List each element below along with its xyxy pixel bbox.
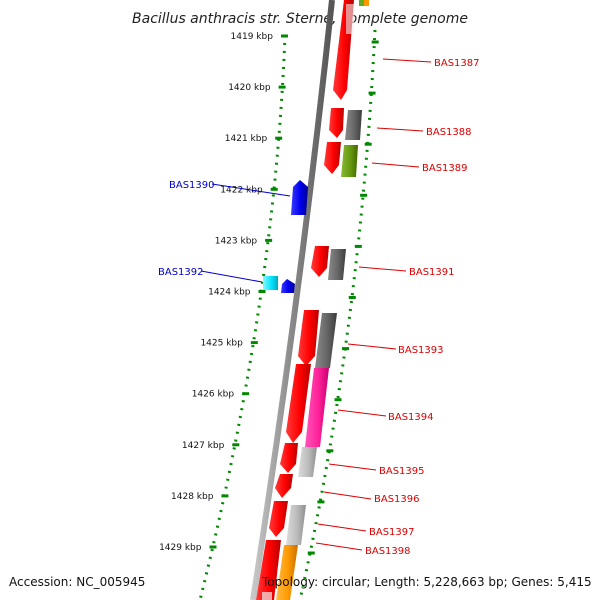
callout-line-bas1397 — [317, 523, 367, 532]
kbp-tick-label: 1421 kbp — [225, 134, 268, 144]
highlight-bottom — [262, 592, 272, 600]
gene-label-bas1398[interactable]: BAS1398 — [365, 546, 411, 557]
callout-line-bas1388 — [376, 127, 424, 132]
gene-arrow-bas1397[interactable] — [269, 501, 288, 537]
gene-label-bas1396[interactable]: BAS1396 — [374, 494, 420, 505]
callout-line-bas1390 — [211, 183, 291, 197]
cog-block-bas1392 — [263, 276, 278, 290]
gene-arrow-bas1388[interactable] — [329, 108, 344, 138]
kbp-tick-label: 1422 kbp — [220, 185, 263, 195]
gene-label-bas1394[interactable]: BAS1394 — [388, 412, 434, 423]
kbp-tick-label: 1423 kbp — [215, 236, 258, 246]
kbp-tick-label: 1429 kbp — [159, 543, 202, 553]
gene-arrow-bas1393[interactable] — [298, 310, 319, 366]
cog-block-bas1395 — [298, 447, 317, 477]
cog-block-bas1389 — [341, 145, 358, 177]
gene-label-bas1397[interactable]: BAS1397 — [369, 527, 415, 538]
cog-block-top-green — [359, 0, 364, 6]
gene-arrow-bas1396[interactable] — [275, 474, 293, 498]
kbp-tick-label: 1427 kbp — [182, 441, 225, 451]
accession-label: Accession: NC_005945 — [9, 575, 145, 589]
gene-label-bas1389[interactable]: BAS1389 — [422, 163, 468, 174]
callout-line-bas1394 — [337, 409, 387, 417]
kbp-tick-label: 1420 kbp — [228, 83, 271, 93]
callout-line-bas1387 — [382, 58, 432, 63]
genome-backbone — [250, 0, 335, 600]
cog-block-bas1398 — [276, 545, 298, 600]
kbp-ruler: 1419 kbp 1420 kbp 1421 kbp 1422 kbp 1423 kbp… — [159, 32, 379, 555]
cog-block-bas1397 — [286, 505, 306, 545]
gene-arrow-bas1391[interactable] — [311, 246, 329, 277]
gene-arrow-bas1389[interactable] — [324, 142, 341, 174]
cog-block-bas1394 — [305, 368, 329, 447]
genome-summary: Topology: circular; Length: 5,228,663 bp… — [261, 575, 592, 589]
callout-line-bas1391 — [358, 266, 407, 272]
gene-label-bas1395[interactable]: BAS1395 — [379, 466, 425, 477]
cog-block-bas1393 — [315, 313, 337, 368]
callout-line-bas1393 — [347, 343, 397, 350]
cog-block-bas1388 — [345, 110, 362, 140]
genome-title: Bacillus anthracis str. Sterne, complete… — [132, 11, 468, 27]
highlight-top — [346, 4, 354, 34]
right-tick-track — [298, 29, 377, 600]
kbp-tick-label: 1425 kbp — [200, 339, 243, 349]
gene-label-bas1392[interactable]: BAS1392 — [158, 267, 204, 278]
gene-arrow-bas1394[interactable] — [286, 364, 311, 443]
kbp-tick-label: 1426 kbp — [192, 390, 235, 400]
kbp-tick-label: 1428 kbp — [171, 492, 214, 502]
gene-callouts: BAS1387 BAS1388 BAS1389 BAS1390 BAS1391 … — [158, 58, 480, 557]
cog-block-bas1391 — [328, 249, 346, 280]
gene-label-bas1393[interactable]: BAS1393 — [398, 345, 444, 356]
callout-line-bas1389 — [371, 162, 420, 168]
gene-label-bas1387[interactable]: BAS1387 — [434, 58, 480, 69]
gene-arrow-bas1392[interactable] — [281, 279, 295, 293]
callout-line-bas1396 — [323, 491, 372, 500]
callout-line-bas1398 — [315, 542, 363, 551]
cog-block-top-orange — [364, 0, 369, 6]
gene-features — [256, 0, 369, 600]
gene-label-bas1390[interactable]: BAS1390 — [169, 180, 215, 191]
gene-label-bas1391[interactable]: BAS1391 — [409, 267, 455, 278]
gene-arrow-bas1395[interactable] — [280, 443, 298, 473]
kbp-tick-label: 1419 kbp — [231, 32, 274, 42]
callout-line-bas1395 — [328, 463, 377, 471]
kbp-tick-label: 1424 kbp — [208, 288, 251, 298]
callout-line-bas1392 — [200, 270, 263, 283]
gene-arrow-bas1390[interactable] — [291, 180, 308, 215]
gene-arrow-bas1398[interactable] — [256, 540, 281, 600]
gene-label-bas1388[interactable]: BAS1388 — [426, 127, 472, 138]
